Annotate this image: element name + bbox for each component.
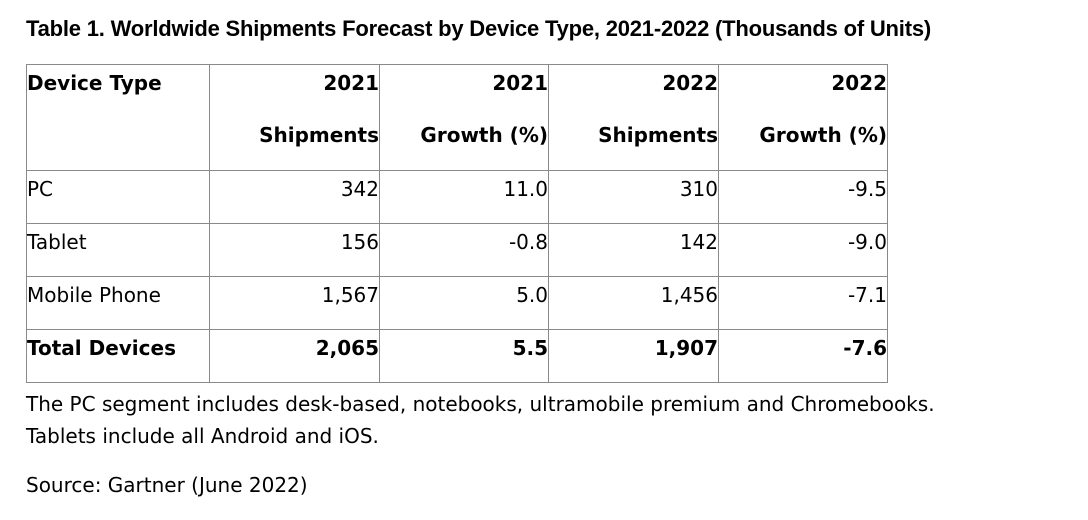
header-line2: Growth (%)	[420, 123, 548, 147]
cell-2021-shipments: 342	[209, 170, 380, 224]
footnote-line: The PC segment includes desk-based, note…	[26, 392, 935, 416]
cell-2021-growth: 5.5	[379, 329, 549, 383]
table-header-row: Device Type 2021 Shipments 2021 Growth (…	[26, 64, 888, 171]
header-line1: 2022	[662, 71, 718, 95]
cell-2021-growth: -0.8	[379, 223, 549, 277]
cell-2022-shipments: 310	[548, 170, 719, 224]
cell-2022-growth: -7.6	[718, 329, 888, 383]
cell-2021-growth: 11.0	[379, 170, 549, 224]
header-2022-growth: 2022 Growth (%)	[718, 64, 888, 171]
cell-device: Total Devices	[26, 329, 210, 383]
footnote: The PC segment includes desk-based, note…	[26, 388, 935, 452]
table-total-row: Total Devices 2,065 5.5 1,907 -7.6	[26, 329, 888, 383]
cell-2021-shipments: 2,065	[209, 329, 380, 383]
header-line2: Shipments	[259, 123, 379, 147]
shipments-table: Device Type 2021 Shipments 2021 Growth (…	[26, 64, 888, 383]
header-line2: Shipments	[598, 123, 718, 147]
cell-2022-shipments: 142	[548, 223, 719, 277]
header-line1: 2022	[831, 71, 887, 95]
table-title: Table 1. Worldwide Shipments Forecast by…	[26, 16, 931, 41]
cell-2022-shipments: 1,907	[548, 329, 719, 383]
header-line1: 2021	[492, 71, 548, 95]
cell-2022-growth: -9.5	[718, 170, 888, 224]
header-line1: Device Type	[27, 71, 162, 95]
header-2022-shipments: 2022 Shipments	[548, 64, 719, 171]
cell-2022-growth: -7.1	[718, 276, 888, 330]
header-device-type: Device Type	[26, 64, 210, 171]
cell-device: Mobile Phone	[26, 276, 210, 330]
header-line2	[27, 115, 209, 123]
cell-2021-growth: 5.0	[379, 276, 549, 330]
cell-2021-shipments: 1,567	[209, 276, 380, 330]
cell-2022-growth: -9.0	[718, 223, 888, 277]
cell-device: PC	[26, 170, 210, 224]
source-note: Source: Gartner (June 2022)	[26, 473, 308, 497]
cell-2022-shipments: 1,456	[548, 276, 719, 330]
header-2021-growth: 2021 Growth (%)	[379, 64, 549, 171]
cell-device: Tablet	[26, 223, 210, 277]
header-line1: 2021	[323, 71, 379, 95]
cell-2021-shipments: 156	[209, 223, 380, 277]
table-row: PC 342 11.0 310 -9.5	[26, 170, 888, 224]
table-row: Mobile Phone 1,567 5.0 1,456 -7.1	[26, 276, 888, 330]
table-row: Tablet 156 -0.8 142 -9.0	[26, 223, 888, 277]
footnote-line: Tablets include all Android and iOS.	[26, 424, 379, 448]
header-2021-shipments: 2021 Shipments	[209, 64, 380, 171]
header-line2: Growth (%)	[759, 123, 887, 147]
